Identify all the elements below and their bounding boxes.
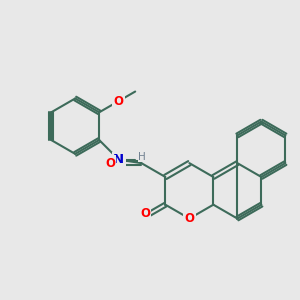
Text: H: H [138,152,146,162]
Text: O: O [105,157,115,169]
Text: O: O [140,207,150,220]
Text: O: O [184,212,194,225]
Text: N: N [113,153,124,166]
Text: O: O [113,95,123,108]
